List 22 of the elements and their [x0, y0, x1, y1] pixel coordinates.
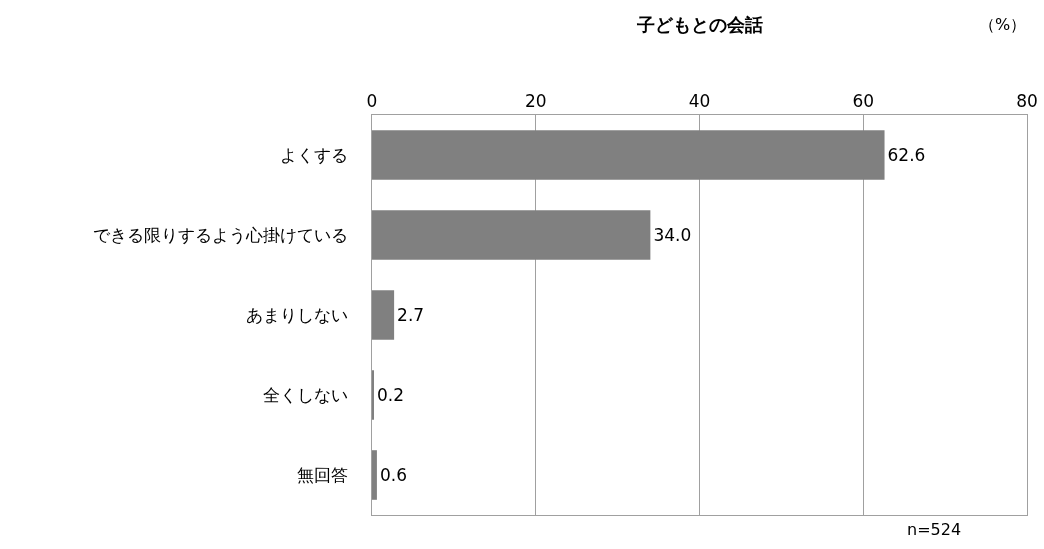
y-tick-label: よくする	[279, 144, 348, 165]
chart-title: 子どもとの会話	[635, 14, 763, 35]
y-tick-label: 全くしない	[262, 384, 348, 405]
y-tick-label: あまりしない	[245, 304, 348, 325]
data-label: 34.0	[653, 225, 692, 245]
data-label: 62.6	[887, 145, 926, 165]
data-label: 2.7	[397, 305, 425, 325]
bar	[372, 290, 395, 340]
text: n=524	[907, 520, 962, 539]
data-label: 0.6	[379, 465, 407, 485]
y-tick-label: 無回答	[296, 464, 348, 485]
x-tick-label: 80	[1016, 91, 1038, 112]
bar	[372, 130, 885, 180]
x-tick-label: 40	[688, 91, 711, 112]
bar	[372, 210, 651, 260]
y-tick-label: できる限りするよう心掛けている	[92, 224, 348, 245]
x-tick-label: 20	[524, 91, 547, 112]
x-tick-label: 0	[366, 91, 378, 112]
bar	[372, 450, 377, 500]
x-tick-label: 60	[852, 91, 875, 112]
text: （%）	[979, 15, 1027, 34]
data-label: 0.2	[377, 385, 405, 405]
